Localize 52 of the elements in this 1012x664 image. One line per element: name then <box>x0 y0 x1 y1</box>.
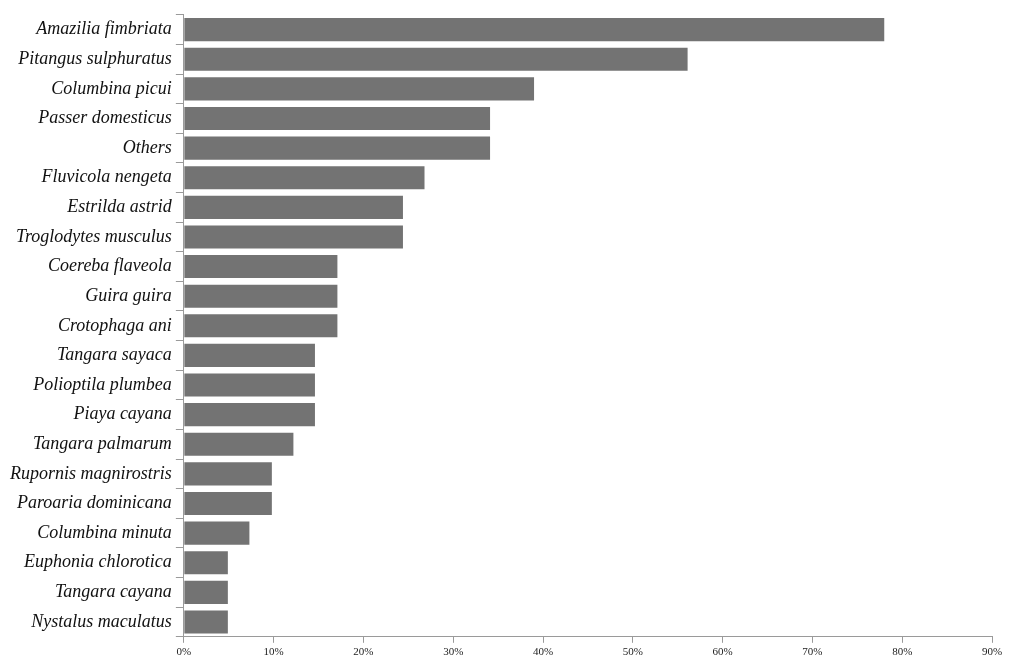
bar <box>184 284 338 308</box>
bar <box>184 491 272 516</box>
y-tick-label: Coereba flaveola <box>48 255 172 276</box>
bar <box>184 343 315 367</box>
y-tick-label: Guira guira <box>85 284 172 305</box>
y-tick-label: Paroaria dominicana <box>16 492 172 513</box>
bar <box>184 521 250 545</box>
x-tick-label: 70% <box>802 645 823 658</box>
y-tick-label: Passer domesticus <box>37 107 172 128</box>
x-tick-label: 10% <box>263 645 284 658</box>
y-tick-label: Fluvicola nengeta <box>40 166 172 187</box>
y-tick-label: Estrilda astrid <box>66 196 173 217</box>
bar <box>184 225 403 249</box>
bar <box>184 166 425 190</box>
y-tick-label: Crotophaga ani <box>58 314 172 335</box>
x-tick-label: 50% <box>622 645 643 658</box>
bar <box>184 106 491 131</box>
y-tick-label: Euphonia chlorotica <box>23 551 172 572</box>
y-tick-label: Columbina picui <box>51 77 172 98</box>
bar <box>184 432 294 456</box>
bar <box>184 18 885 42</box>
bar <box>184 462 272 486</box>
x-tick-label: 40% <box>532 645 554 658</box>
x-tick-label: 20% <box>353 645 374 658</box>
y-tick-label: Troglodytes musculus <box>16 225 172 246</box>
y-tick-label: Piaya cayana <box>72 403 172 424</box>
x-tick-label: 0% <box>176 645 192 658</box>
y-tick-label: Others <box>122 136 172 157</box>
bar <box>184 610 228 634</box>
bar <box>184 255 338 279</box>
bar <box>184 47 688 71</box>
y-tick-label: Amazilia fimbriata <box>35 18 172 39</box>
bar <box>184 314 338 338</box>
x-tick-label: 60% <box>712 645 733 658</box>
x-tick-label: 90% <box>981 645 1003 658</box>
bar <box>184 373 315 397</box>
bar <box>184 136 491 160</box>
y-tick-label: Tangara palmarum <box>32 433 172 454</box>
bar <box>184 403 315 427</box>
bar <box>184 580 228 604</box>
y-tick-label: Tangara sayaca <box>57 344 172 365</box>
bar <box>184 551 228 575</box>
y-tick-label: Polioptila plumbea <box>32 373 172 394</box>
y-tick-label: Nystalus maculatus <box>30 610 172 631</box>
y-tick-label: Columbina minuta <box>37 521 172 542</box>
bar <box>184 77 535 101</box>
x-tick-label: 80% <box>892 645 913 658</box>
x-tick-label: 30% <box>443 645 464 658</box>
y-tick-label: Tangara cayana <box>55 581 172 602</box>
y-tick-label: Rupornis magnirostris <box>9 462 172 483</box>
bar <box>184 195 403 219</box>
y-tick-label: Pitangus sulphuratus <box>17 47 172 68</box>
